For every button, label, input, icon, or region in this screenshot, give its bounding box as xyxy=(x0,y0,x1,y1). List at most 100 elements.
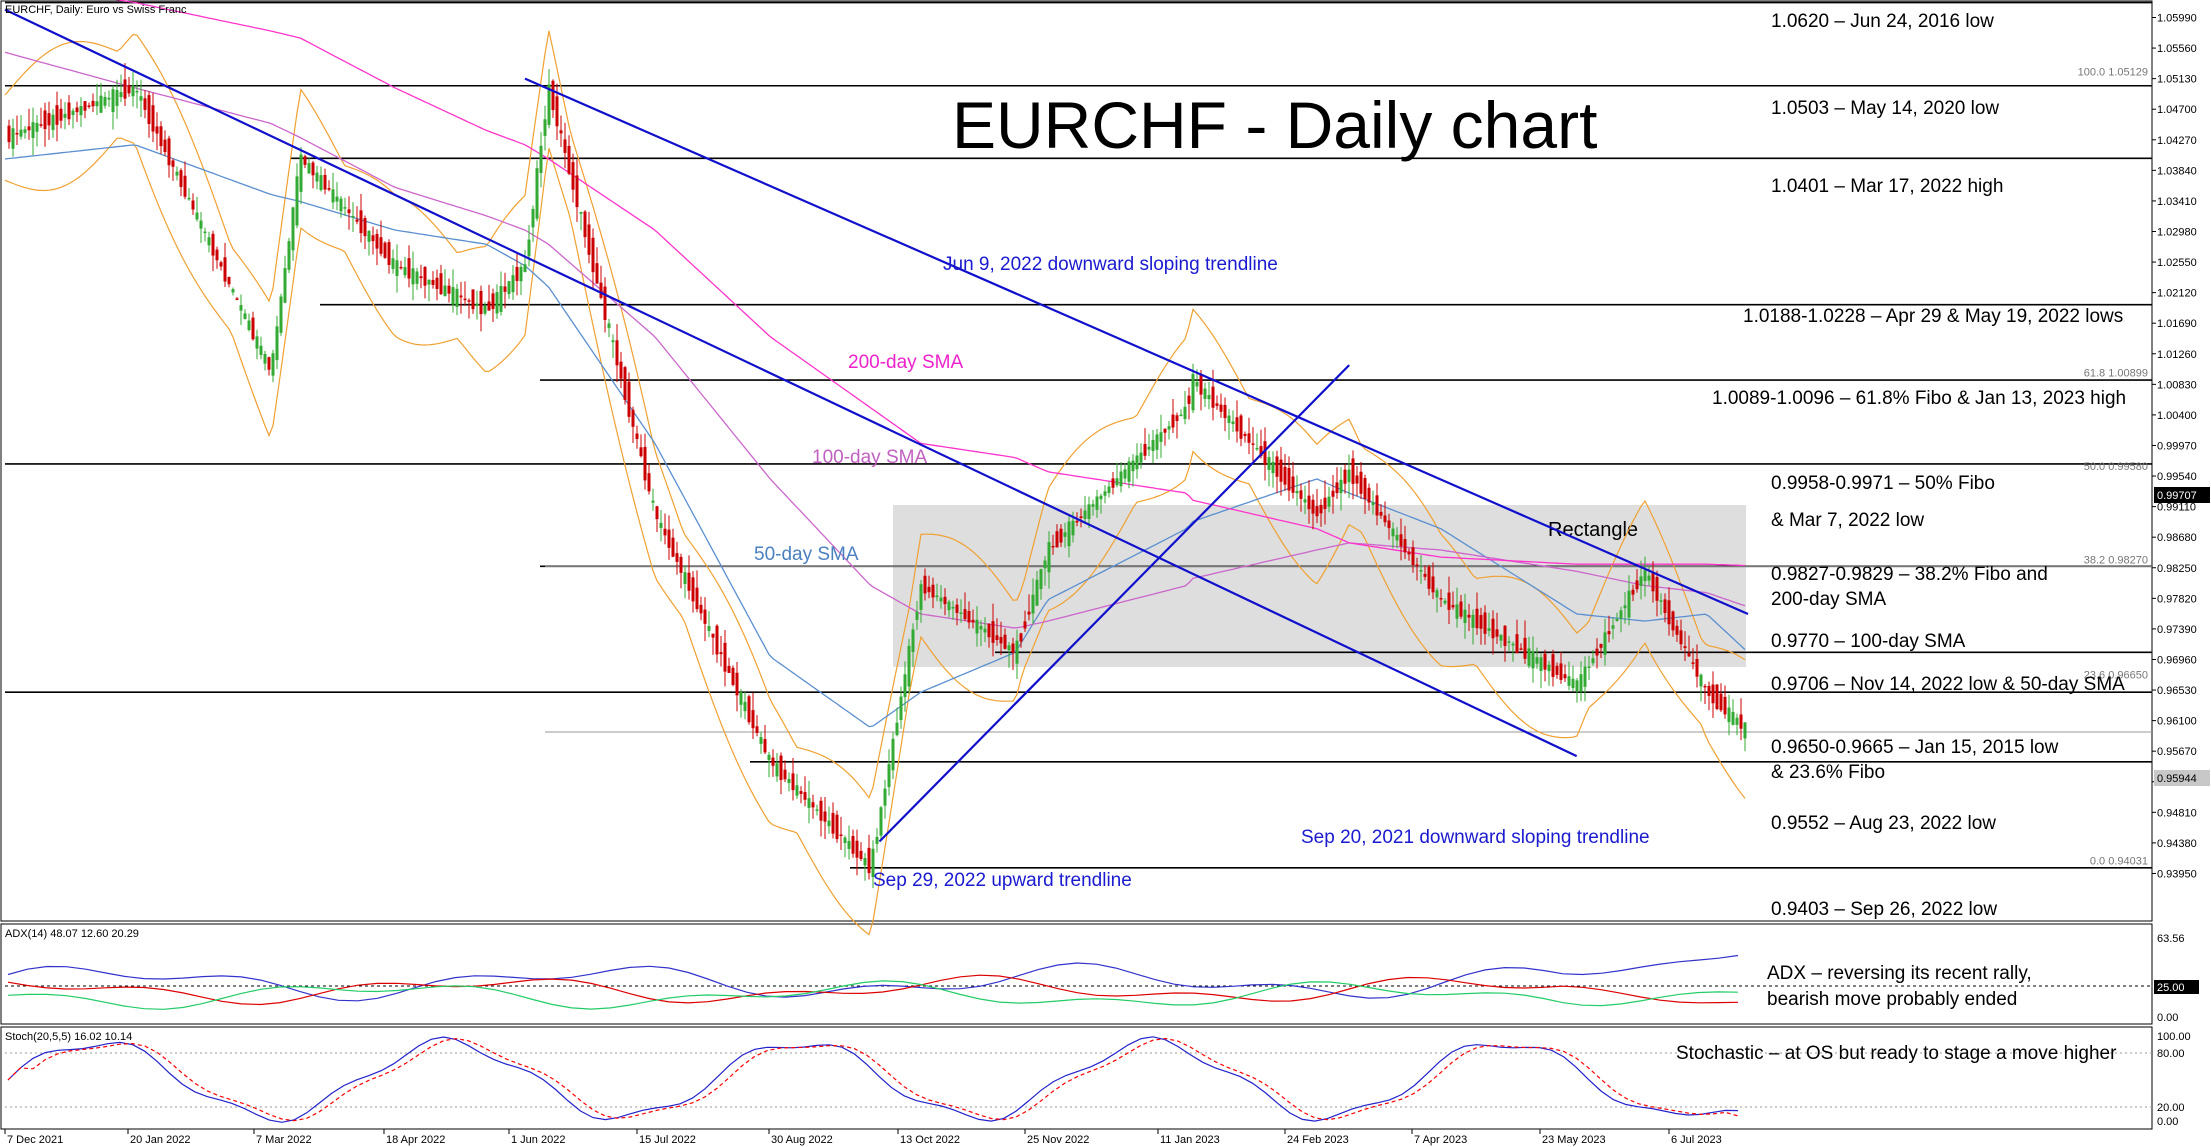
candle-body xyxy=(363,218,367,237)
price-tick-label: 1.05130 xyxy=(2157,74,2197,86)
symbol-info: EURCHF, Daily: Euro vs Swiss Franc xyxy=(5,4,187,16)
candle-body xyxy=(935,595,939,598)
candle-body xyxy=(1227,415,1231,423)
stoch-tick-20: 20.00 xyxy=(2157,1102,2185,1114)
candle-body xyxy=(783,769,787,780)
candle-body xyxy=(1131,460,1135,472)
candle-body xyxy=(911,629,915,652)
candle-body xyxy=(983,628,987,633)
level-label-10: 0.9552 – Aug 23, 2022 low xyxy=(1771,813,1996,834)
candle-body xyxy=(903,674,907,697)
date-tick-label: 7 Mar 2022 xyxy=(256,1134,312,1146)
candle-body xyxy=(291,207,295,251)
candle-body xyxy=(355,219,359,222)
candle-body xyxy=(1303,499,1307,503)
fibo-label: 100.0 1.05129 xyxy=(2078,67,2148,79)
fibo-label: 0.0 0.94031 xyxy=(2090,856,2148,868)
candle-body xyxy=(595,263,599,284)
candle-body xyxy=(223,257,227,282)
candle-body xyxy=(1247,433,1251,443)
candle-body xyxy=(743,701,747,712)
date-tick-label: 7 Apr 2023 xyxy=(1414,1134,1467,1146)
candle-body xyxy=(1235,417,1239,432)
candle-body xyxy=(407,258,411,279)
candle-body xyxy=(1711,684,1715,704)
candle-body xyxy=(1111,478,1115,488)
candle-body xyxy=(1467,614,1471,618)
candle-body xyxy=(1475,608,1479,629)
candle-body xyxy=(555,96,559,127)
candle-body xyxy=(943,596,947,605)
candle-body xyxy=(991,621,995,643)
fibo-label: 23.6 0.96650 xyxy=(2084,670,2148,682)
current-price-box xyxy=(2154,770,2210,786)
candle-body xyxy=(667,529,671,548)
candle-body xyxy=(1531,651,1535,669)
candle-body xyxy=(347,209,351,214)
candle-body xyxy=(1583,666,1587,687)
candle-body xyxy=(1375,495,1379,516)
candle-body xyxy=(7,125,11,143)
candle-body xyxy=(1291,476,1295,493)
candle-body xyxy=(147,95,151,125)
candle-body xyxy=(759,737,763,744)
candle-body xyxy=(959,612,963,614)
candle-body xyxy=(627,381,631,417)
moving-averages xyxy=(4,0,1746,728)
candle-body xyxy=(1143,444,1147,456)
candle-body xyxy=(1435,590,1439,598)
candle-body xyxy=(1191,373,1195,411)
candle-body xyxy=(1011,643,1015,653)
candlesticks xyxy=(7,63,1747,889)
candle-body xyxy=(1607,631,1611,635)
candle-body xyxy=(307,163,311,174)
candle-body xyxy=(1211,386,1215,408)
candle-body xyxy=(427,279,431,285)
candle-body xyxy=(567,145,571,174)
candle-body xyxy=(1499,634,1503,641)
candle-body xyxy=(1243,433,1247,437)
date-axis: 7 Dec 2021 20 Jan 2022 7 Mar 2022 18 Apr 20… xyxy=(4,1129,1722,1146)
candle-body xyxy=(987,623,991,638)
candle-body xyxy=(219,262,223,267)
candle-body xyxy=(1523,637,1527,659)
level-label-4: 1.0188-1.0228 – Apr 29 & May 19, 2022 lo… xyxy=(1743,306,2123,327)
candle-body xyxy=(1267,457,1271,470)
candle-body xyxy=(423,266,427,286)
stoch-tick-100: 100.00 xyxy=(2157,1031,2191,1043)
date-tick-label: 6 Jul 2023 xyxy=(1671,1134,1722,1146)
candle-body xyxy=(1187,395,1191,404)
candle-body xyxy=(727,665,731,673)
candle-body xyxy=(639,447,643,457)
candle-body xyxy=(1295,490,1299,494)
level-label-9: 0.9650-0.9665 – Jan 15, 2015 low xyxy=(1771,737,2059,758)
candle-body xyxy=(883,788,887,806)
candle-body xyxy=(1203,388,1207,399)
candle-body xyxy=(795,785,799,796)
candle-body xyxy=(27,126,31,131)
candle-body xyxy=(1071,520,1075,536)
candle-body xyxy=(807,798,811,808)
candle-body xyxy=(1251,443,1255,445)
candle-body xyxy=(451,287,455,305)
candle-body xyxy=(1043,560,1047,569)
candle-body xyxy=(1167,426,1171,430)
candle-body xyxy=(875,836,879,844)
candle-body xyxy=(1731,711,1735,725)
price-tick-label: 0.96960 xyxy=(2157,654,2197,666)
level-label-3: 1.0401 – Mar 17, 2022 high xyxy=(1771,176,2003,197)
sep29-trendline xyxy=(878,364,1350,843)
candle-body xyxy=(1307,495,1311,510)
candle-body xyxy=(1687,652,1691,657)
candle-body xyxy=(687,572,691,591)
candle-body xyxy=(1627,590,1631,618)
candle-body xyxy=(1231,421,1235,425)
candle-body xyxy=(1083,510,1087,519)
candle-body xyxy=(1399,534,1403,547)
stoch-main-line xyxy=(7,1036,1739,1123)
candle-body xyxy=(551,80,555,110)
candle-body xyxy=(519,266,523,282)
candle-body xyxy=(155,126,159,134)
candle-body xyxy=(1639,576,1643,586)
price-tick-label: 1.03840 xyxy=(2157,165,2197,177)
